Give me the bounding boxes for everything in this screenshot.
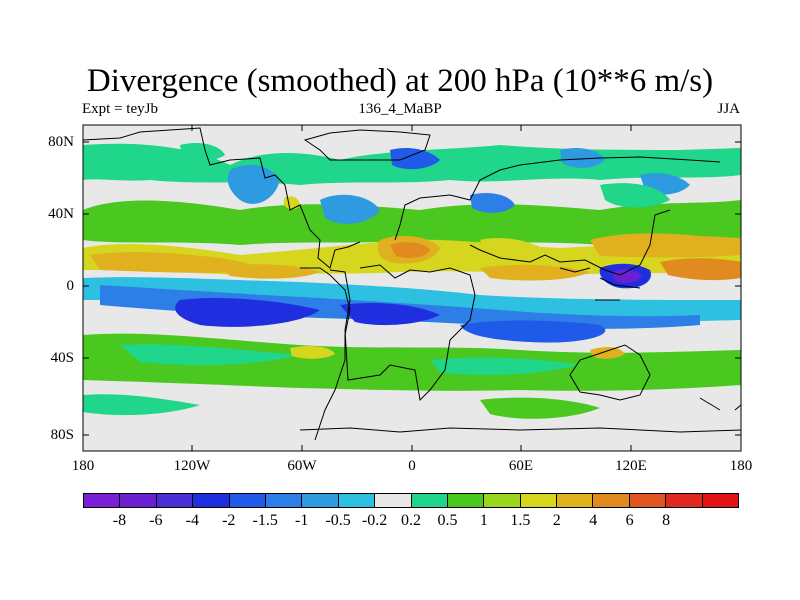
- colorbar-cell: [338, 494, 376, 507]
- colorbar-cell: [120, 494, 157, 507]
- colorbar-label: 1.5: [510, 512, 531, 529]
- xtick-0: 0: [408, 458, 416, 474]
- ytick-0: 0: [66, 278, 75, 294]
- colorbar-cell: [156, 494, 194, 507]
- ytick-40s: 40S: [50, 350, 74, 366]
- colorbar-label: -0.2: [361, 512, 388, 529]
- colorbar-label: 0.5: [437, 512, 458, 529]
- colorbar-label: -0.5: [325, 512, 351, 529]
- colorbar-label: -4: [185, 512, 199, 529]
- contour-region: [83, 333, 741, 391]
- colorbar-label: 1: [479, 512, 488, 529]
- contour-region: [470, 193, 515, 213]
- colorbar-label: -2: [222, 512, 236, 529]
- colorbar-cell: [375, 494, 412, 507]
- contour-region: [560, 148, 605, 168]
- contour-region: [340, 303, 440, 326]
- coast-asia-south: [469, 209, 671, 276]
- xtick-60w: 60W: [287, 458, 317, 474]
- contour-region: [660, 258, 741, 281]
- ytick-80s: 80S: [50, 427, 74, 443]
- contour-region: [480, 397, 600, 419]
- contour-region: [390, 148, 440, 170]
- coast-north-america: [82, 127, 361, 269]
- coast-greenland: [303, 129, 431, 161]
- axis-ticks: [82, 125, 742, 451]
- contour-fields: [83, 125, 741, 451]
- coast-africa: [329, 264, 476, 402]
- colorbar-label: 8: [662, 512, 671, 529]
- contour-region: [390, 242, 430, 258]
- contour-region: [220, 264, 320, 279]
- colorbar-label: 0.2: [401, 512, 421, 529]
- colorbar-cell: [447, 494, 485, 507]
- colorbar-label: -8: [112, 512, 127, 529]
- colorbar-cell: [557, 494, 594, 507]
- colorbar-cell: [484, 494, 521, 507]
- xtick-180w: 180: [71, 458, 95, 474]
- contour-region: [320, 194, 380, 224]
- contour-region: [590, 233, 741, 258]
- colorbar-label: -1: [294, 512, 309, 529]
- colorbar-cell: [411, 494, 448, 507]
- colorbar-label: 4: [589, 512, 598, 529]
- period-label: 136_4_MaBP: [358, 101, 442, 117]
- coast-south-america: [300, 267, 351, 441]
- colorbar-label: 6: [625, 512, 634, 529]
- coast-antarctica: [299, 427, 742, 433]
- contour-region: [83, 394, 200, 416]
- contour-region: [90, 252, 255, 273]
- contour-region: [600, 183, 670, 208]
- colorbar-cell: [302, 494, 339, 507]
- season-label: JJA: [717, 101, 740, 117]
- colorbar-label: -6: [149, 512, 163, 529]
- coast-nz: [699, 397, 742, 411]
- coast-maritime: [559, 267, 641, 301]
- colorbar-label: 2: [552, 512, 561, 529]
- contour-region: [83, 200, 741, 250]
- coastlines: [82, 127, 742, 441]
- contour-region: [480, 238, 545, 257]
- colorbar-cell: [84, 494, 121, 507]
- contour-region: [175, 298, 320, 327]
- contour-region: [83, 277, 741, 323]
- contour-region: [120, 344, 300, 366]
- experiment-label: Expt = teyJb: [82, 101, 158, 117]
- contour-region: [227, 164, 280, 204]
- contour-region: [180, 143, 225, 161]
- contour-region: [590, 346, 625, 359]
- colorbar-cell: [629, 494, 667, 507]
- plot-title: Divergence (smoothed) at 200 hPa (10**6 …: [86, 63, 714, 99]
- xtick-180e: 180: [729, 458, 753, 474]
- coast-europe: [394, 156, 721, 241]
- colorbar-cell: [666, 494, 703, 507]
- colorbar-cell: [229, 494, 266, 507]
- xtick-120w: 120W: [173, 458, 211, 474]
- xtick-60e: 60E: [508, 458, 534, 474]
- contour-region: [430, 357, 580, 376]
- ytick-40n: 40N: [48, 206, 74, 222]
- colorbar-cell: [702, 494, 739, 507]
- colorbar-cell: [520, 494, 558, 507]
- contour-region: [612, 269, 642, 284]
- colorbar-cell: [593, 494, 630, 507]
- colorbar-cell: [193, 494, 230, 507]
- coast-australia: [569, 344, 651, 401]
- colorbar: [83, 493, 739, 508]
- contour-region: [460, 320, 606, 343]
- colorbar-label: -1.5: [252, 512, 278, 529]
- colorbar-cell: [265, 494, 303, 507]
- xtick-120e: 120E: [615, 458, 647, 474]
- ytick-80n: 80N: [48, 134, 74, 150]
- contour-region: [290, 346, 335, 359]
